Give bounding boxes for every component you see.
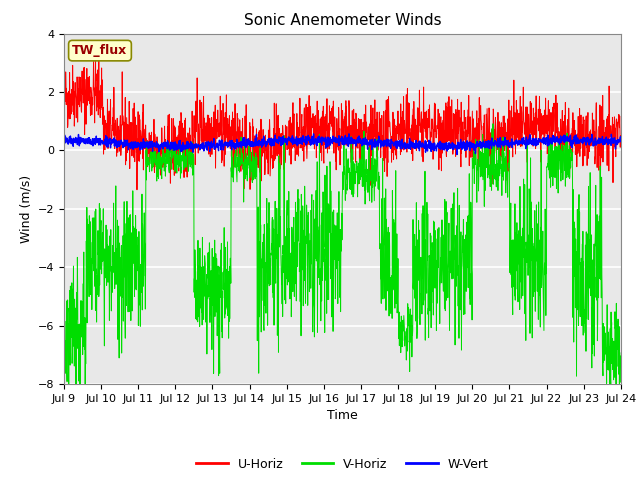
Line: W-Vert: W-Vert [64, 134, 621, 155]
V-Horiz [602, 330, 609, 336]
V-Horiz [89, 230, 97, 236]
Text: TW_flux: TW_flux [72, 44, 127, 57]
U-Horiz [617, 142, 625, 148]
U-Horiz [133, 187, 141, 192]
Legend: U-Horiz, V-Horiz, W-Vert: U-Horiz, V-Horiz, W-Vert [191, 453, 493, 476]
Y-axis label: Wind (m/s): Wind (m/s) [19, 175, 32, 243]
W-Vert [310, 131, 317, 137]
Line: V-Horiz: V-Horiz [64, 124, 621, 384]
V-Horiz [499, 134, 507, 140]
W-Vert [60, 139, 68, 144]
V-Horiz [601, 347, 609, 352]
Line: U-Horiz: U-Horiz [64, 53, 621, 190]
U-Horiz [88, 95, 96, 100]
U-Horiz [92, 50, 99, 56]
V-Horiz [617, 354, 625, 360]
Title: Sonic Anemometer Winds: Sonic Anemometer Winds [244, 13, 441, 28]
V-Horiz [316, 266, 324, 272]
W-Vert [601, 142, 609, 147]
V-Horiz [60, 280, 68, 286]
V-Horiz [331, 260, 339, 266]
W-Vert [331, 136, 339, 142]
X-axis label: Time: Time [327, 409, 358, 422]
U-Horiz [499, 158, 507, 164]
V-Horiz [65, 381, 72, 387]
W-Vert [617, 139, 625, 144]
U-Horiz [60, 87, 68, 93]
U-Horiz [602, 140, 609, 146]
W-Vert [316, 138, 324, 144]
W-Vert [88, 136, 96, 142]
V-Horiz [489, 121, 497, 127]
U-Horiz [601, 130, 609, 136]
U-Horiz [317, 150, 324, 156]
U-Horiz [332, 135, 339, 141]
W-Vert [453, 152, 461, 157]
W-Vert [499, 138, 507, 144]
W-Vert [602, 139, 609, 145]
